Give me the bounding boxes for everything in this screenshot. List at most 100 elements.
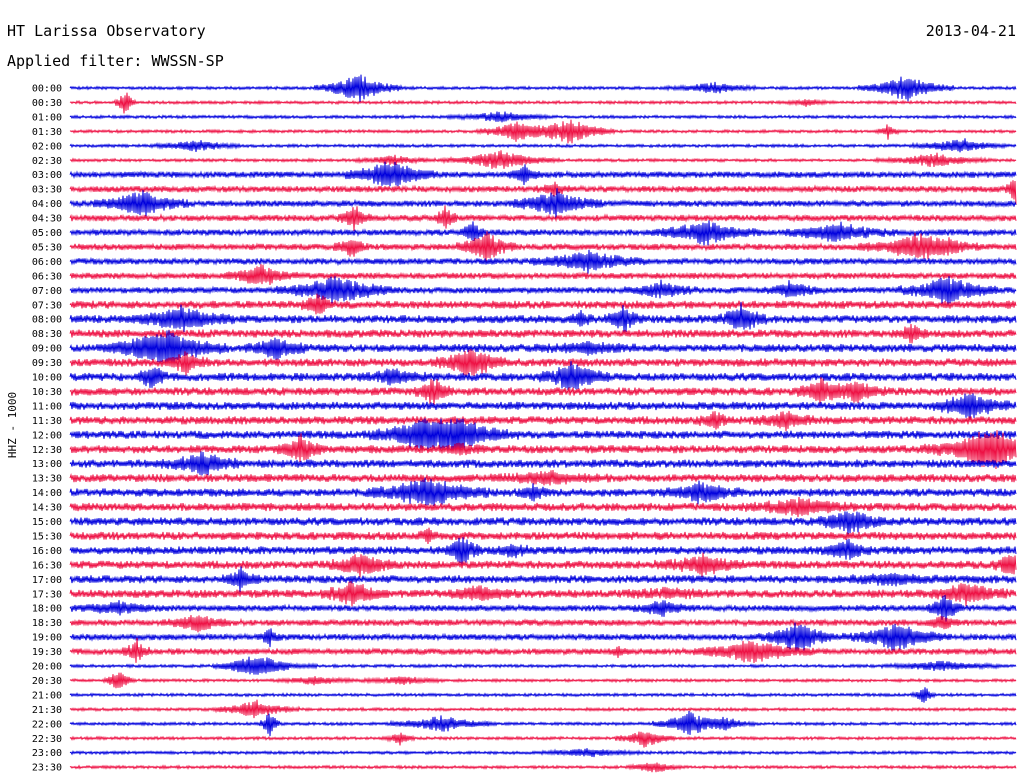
trace-line-0730 (69, 293, 1017, 315)
time-tick-label: 02:30 (32, 156, 62, 167)
trace-line-0130 (69, 119, 1017, 144)
trace-line-1430 (69, 496, 1017, 518)
trace-line-0100 (69, 111, 1017, 123)
trace-lines (69, 74, 1017, 773)
time-tick-label: 16:00 (32, 546, 62, 557)
trace-line-1030 (69, 377, 1017, 405)
time-tick-label: 01:00 (32, 112, 62, 123)
trace-line-0400 (69, 188, 1017, 219)
time-tick-label: 04:00 (32, 199, 62, 210)
trace-line-0000 (69, 74, 1017, 104)
time-tick-label: 13:00 (32, 459, 62, 470)
trace-line-0030 (69, 92, 1017, 114)
time-tick-label: 06:30 (32, 271, 62, 282)
trace-line-1000 (69, 361, 1017, 390)
trace-line-2300 (69, 748, 1017, 758)
trace-line-1330 (69, 469, 1017, 486)
trace-line-2230 (69, 731, 1017, 748)
time-tick-label: 21:00 (32, 690, 62, 701)
time-tick-label: 12:30 (32, 445, 62, 456)
trace-line-0930 (69, 349, 1017, 377)
time-tick-label: 08:30 (32, 329, 62, 340)
time-tick-label: 10:30 (32, 387, 62, 398)
trace-line-0700 (69, 276, 1017, 307)
time-tick-label: 08:00 (32, 315, 62, 326)
time-tick-label: 00:00 (32, 84, 62, 95)
trace-line-0630 (69, 264, 1017, 286)
trace-line-0500 (69, 220, 1017, 246)
time-tick-label: 11:00 (32, 401, 62, 412)
channel-label: HHZ - 1000 (6, 392, 19, 458)
trace-line-1530 (69, 527, 1017, 545)
time-tick-label: 05:00 (32, 228, 62, 239)
time-tick-label: 02:00 (32, 141, 62, 152)
time-tick-label: 09:30 (32, 358, 62, 369)
trace-line-2200 (69, 710, 1017, 737)
time-tick-label: 10:00 (32, 373, 62, 384)
trace-line-2330 (69, 762, 1017, 773)
trace-line-0430 (69, 205, 1017, 231)
time-tick-label: 06:00 (32, 257, 62, 268)
trace-line-0300 (69, 161, 1017, 187)
trace-line-1800 (69, 594, 1017, 622)
time-tick-label: 03:30 (32, 185, 62, 196)
trace-line-1930 (69, 637, 1017, 664)
time-tick-label: 07:30 (32, 300, 62, 311)
time-tick-label: 13:30 (32, 474, 62, 485)
time-tick-label: 09:00 (32, 344, 62, 355)
trace-line-2030 (69, 672, 1017, 689)
filter-label: Applied filter: WWSSN-SP (7, 52, 224, 70)
time-tick-label: 23:00 (32, 748, 62, 759)
trace-line-1130 (69, 410, 1017, 432)
time-tick-label: 14:30 (32, 503, 62, 514)
time-tick-label: 18:30 (32, 618, 62, 629)
time-tick-label: 15:30 (32, 531, 62, 542)
time-tick-label: 00:30 (32, 98, 62, 109)
trace-line-0200 (69, 138, 1017, 153)
trace-line-0800 (69, 302, 1017, 332)
trace-line-1730 (69, 581, 1017, 607)
time-tick-label: 20:00 (32, 662, 62, 673)
time-tick-label: 11:30 (32, 416, 62, 427)
trace-line-1830 (69, 615, 1017, 633)
time-tick-label: 22:30 (32, 734, 62, 745)
trace-line-0530 (69, 231, 1017, 264)
time-tick-label: 17:30 (32, 589, 62, 600)
trace-line-1500 (69, 511, 1017, 535)
time-tick-labels: 00:00 00:30 01:00 01:30 02:00 02:30 03:00 03:30… (32, 84, 62, 774)
trace-line-2130 (69, 699, 1017, 719)
trace-line-1600 (69, 537, 1017, 568)
trace-line-1100 (69, 393, 1017, 421)
date-label: 2013-04-21 (926, 22, 1016, 40)
trace-line-1400 (69, 477, 1017, 507)
station-title: HT Larissa Observatory (7, 22, 206, 40)
time-tick-label: 15:00 (32, 517, 62, 528)
trace-line-1300 (69, 451, 1017, 476)
time-tick-label: 05:30 (32, 242, 62, 253)
trace-line-1200 (69, 418, 1017, 453)
trace-line-0230 (69, 150, 1017, 169)
time-tick-label: 17:00 (32, 575, 62, 586)
time-tick-label: 07:00 (32, 286, 62, 297)
trace-line-0600 (69, 249, 1017, 274)
time-tick-label: 22:00 (32, 719, 62, 730)
trace-line-2100 (69, 687, 1017, 703)
time-tick-label: 20:30 (32, 676, 62, 687)
trace-line-0830 (69, 323, 1017, 344)
trace-line-1230 (69, 430, 1017, 470)
trace-line-2000 (69, 656, 1017, 675)
trace-line-1700 (69, 566, 1017, 593)
time-tick-label: 01:30 (32, 127, 62, 138)
time-tick-label: 21:30 (32, 705, 62, 716)
time-tick-label: 16:30 (32, 560, 62, 571)
time-tick-label: 03:00 (32, 170, 62, 181)
time-tick-label: 19:00 (32, 633, 62, 644)
trace-line-1900 (69, 622, 1017, 653)
time-tick-label: 23:30 (32, 763, 62, 774)
trace-line-0330 (69, 180, 1017, 205)
time-tick-label: 19:30 (32, 647, 62, 658)
time-tick-label: 14:00 (32, 488, 62, 499)
time-tick-label: 12:00 (32, 430, 62, 441)
time-tick-label: 18:00 (32, 604, 62, 615)
